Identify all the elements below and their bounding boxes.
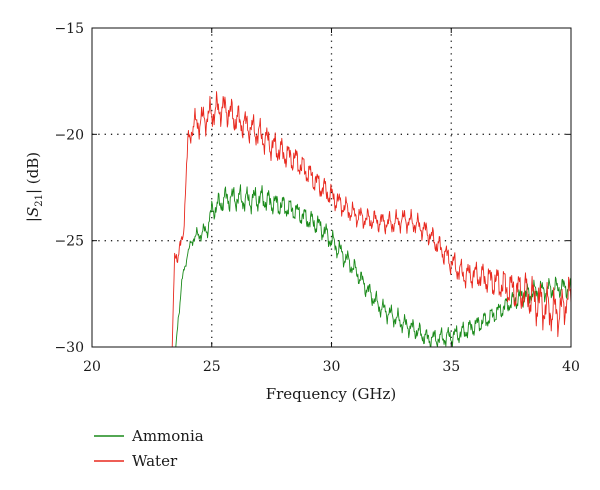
x-tick-label: 40 [562, 359, 580, 375]
y-axis-label-suffix: | (dB) [24, 152, 42, 194]
x-axis-label: Frequency (GHz) [266, 385, 397, 403]
x-tick-label: 20 [83, 359, 101, 375]
series-line-ammonia [175, 184, 572, 348]
axes [91, 27, 572, 348]
x-tick-label: 25 [203, 359, 221, 375]
y-tick-label: −15 [54, 21, 84, 37]
legend-label-water: Water [132, 452, 178, 470]
y-axis-label-subscript: 21 [34, 194, 45, 207]
y-tick-label: −30 [54, 340, 84, 356]
x-tick-label: 30 [323, 359, 341, 375]
legend-item-ammonia: Ammonia [94, 427, 204, 445]
y-axis-label-prefix: | [24, 217, 42, 222]
x-tick-label: 35 [442, 359, 460, 375]
y-axis-label: |S21| (dB) [24, 152, 45, 222]
tick-labels: 20 25 30 35 40 −30 −25 −20 −15 [54, 21, 579, 375]
y-axis-label-symbol: S [24, 207, 42, 217]
legend: Ammonia Water [94, 427, 204, 470]
legend-label-ammonia: Ammonia [131, 427, 204, 445]
gridlines [92, 28, 571, 347]
series-lines [171, 91, 572, 348]
y-tick-label: −25 [54, 234, 84, 250]
y-tick-label: −20 [54, 127, 84, 143]
series-line-water [171, 91, 572, 348]
legend-item-water: Water [94, 452, 178, 470]
